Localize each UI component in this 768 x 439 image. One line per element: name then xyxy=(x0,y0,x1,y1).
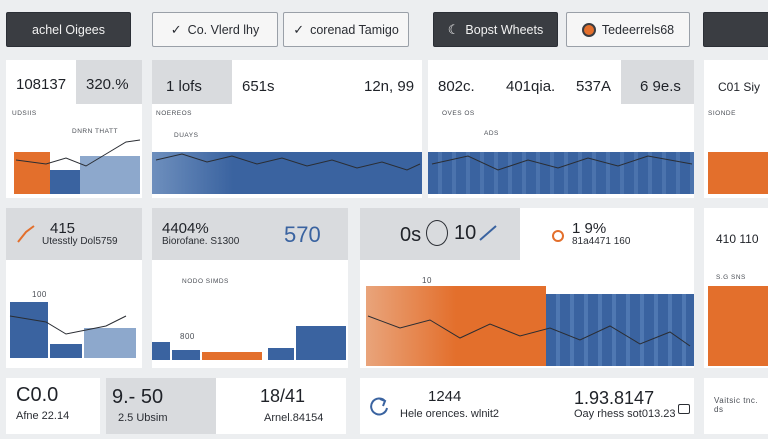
stat-value: 651s xyxy=(242,78,275,95)
stat-label: Afne 22.14 xyxy=(16,410,70,422)
sub-label: NODO SIMDS xyxy=(182,278,229,285)
avatar-icon xyxy=(581,22,596,37)
stat-value: 1.93.8147 xyxy=(574,388,655,408)
sub-label: DNRN THATT xyxy=(72,128,118,135)
stat-value: C0.0 xyxy=(16,384,59,406)
tab-3-label: corenad Tamigo xyxy=(310,22,399,37)
refresh-icon xyxy=(370,397,388,416)
tab-2-label: Co. Vlerd lhy xyxy=(187,22,260,37)
metric-panel-4: C01 Siy SIONDE xyxy=(704,60,768,198)
stat-value: 320.% xyxy=(86,76,129,93)
stat-label: 81a4471 160 xyxy=(572,236,631,247)
stat-value: 4404% xyxy=(162,220,209,237)
stat-value: 9.- 50 xyxy=(112,386,164,408)
chart-line-icon xyxy=(479,225,497,241)
tab-2[interactable]: ✓ Co. Vlerd lhy xyxy=(152,12,278,47)
stat-value: 10 xyxy=(454,222,477,244)
bar-label: 100 xyxy=(32,290,47,299)
tab-1[interactable]: achel Oigees xyxy=(6,12,131,47)
tab-6[interactable] xyxy=(703,12,768,47)
bar-label: 800 xyxy=(180,332,195,341)
summary-panel-4: Vaitsic tnc. ds xyxy=(704,378,768,434)
stat-label: Vaitsic tnc. ds xyxy=(714,396,759,414)
stat-value: 802c. xyxy=(438,78,475,95)
metric-panel-8: 410 110 S.G SNS xyxy=(704,208,768,368)
metric-panel-5: 415 Utesstly Dol5759 100 xyxy=(6,208,142,368)
stat-value: 1244 xyxy=(428,388,462,405)
stat-value: 0s xyxy=(400,224,422,246)
tab-1-label: achel Oigees xyxy=(32,22,105,37)
tab-4-label: Bopst Wheets xyxy=(465,22,544,37)
summary-panel-1: C0.0 Afne 22.14 xyxy=(6,378,100,434)
stat-value: 1 9% xyxy=(572,220,607,237)
metric-panel-2: 1 lofs 651s 12n, 99 NOEREOS DUAYS xyxy=(152,60,422,198)
summary-panel-3: 1244 Hele orences. wlnit2 1.93.8147 Oay … xyxy=(360,378,694,434)
toggle-icon[interactable] xyxy=(678,404,690,414)
stat-label: Arnel.84154 xyxy=(264,412,324,424)
sub-label: NOEREOS xyxy=(156,110,193,117)
stat-value: 410 110 xyxy=(716,232,759,246)
tab-3[interactable]: ✓ corenad Tamigo xyxy=(283,12,409,47)
moon-icon: ☾ xyxy=(447,21,460,37)
metric-panel-6: 4404% Biorofane. S1300 570 NODO SIMDS 80… xyxy=(152,208,348,368)
sub-label: SIONDE xyxy=(708,110,736,117)
stat-value: 570 xyxy=(284,222,321,247)
chart-line-icon xyxy=(17,225,35,243)
stat-value: C01 Siy xyxy=(718,80,761,94)
stat-value: 537A xyxy=(576,78,612,95)
stat-value: 108137 xyxy=(16,76,67,93)
stat-label: Utesstly Dol5759 xyxy=(42,236,118,247)
metric-panel-1: 108137 320.% UDSIIS DNRN THATT xyxy=(6,60,142,198)
metric-panel-3: 802c. 401qia. 537A 6 9e.s OVES OS ADS xyxy=(428,60,694,198)
sub-label: ADS xyxy=(484,130,499,137)
orange-dot-icon xyxy=(552,230,564,242)
check-icon: ✓ xyxy=(170,21,182,37)
tab-5-label: Tedeerrels68 xyxy=(601,22,675,37)
sub-label: S.G SNS xyxy=(716,274,746,281)
stat-label: Oay rhess sot013.23 xyxy=(574,408,676,420)
metric-panel-7: 0s 10 1 9% 81a4471 160 10 xyxy=(360,208,694,368)
stat-value: 401qia. xyxy=(506,78,556,95)
stat-value: 6 9e.s xyxy=(640,78,681,95)
stat-label: Hele orences. wlnit2 xyxy=(400,408,500,420)
sub-label: DUAYS xyxy=(174,132,199,139)
tab-4[interactable]: ☾ Bopst Wheets xyxy=(433,12,558,47)
sub-label: 10 xyxy=(422,276,432,285)
sub-label: OVES OS xyxy=(442,110,475,117)
sub-label: UDSIIS xyxy=(12,110,37,117)
stat-label: 2.5 Ubsim xyxy=(118,412,168,424)
stat-value: 12n, 99 xyxy=(364,78,415,95)
summary-panel-2: 9.- 50 2.5 Ubsim 18/41 Arnel.84154 xyxy=(106,378,346,434)
stat-value: 1 lofs xyxy=(166,78,202,95)
check-icon: ✓ xyxy=(293,21,305,37)
stat-value: 415 xyxy=(50,220,76,237)
stat-label: Biorofane. S1300 xyxy=(162,236,240,247)
number-badge xyxy=(426,220,448,246)
tab-5[interactable]: Tedeerrels68 xyxy=(566,12,690,47)
stat-value: 18/41 xyxy=(260,386,306,406)
